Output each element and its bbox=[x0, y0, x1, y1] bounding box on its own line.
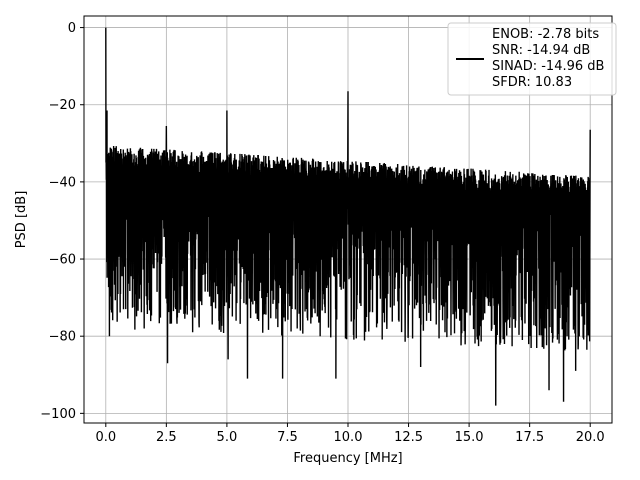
y-axis-title: PSD [dB] bbox=[14, 191, 29, 249]
y-tick-label: −20 bbox=[49, 98, 76, 113]
x-tick-label: 0.0 bbox=[95, 430, 116, 445]
x-tick-label: 12.5 bbox=[394, 430, 423, 445]
y-tick-label: −80 bbox=[49, 330, 76, 345]
psd-trace bbox=[105, 27, 591, 406]
legend-entry-line: SFDR: 10.83 bbox=[492, 75, 572, 90]
legend-entry-line: ENOB: -2.78 bits bbox=[492, 27, 599, 42]
legend-entry-line: SINAD: -14.96 dB bbox=[492, 59, 604, 74]
y-tick-label: −100 bbox=[40, 407, 76, 422]
y-tick-label: −40 bbox=[49, 175, 76, 190]
y-axis-ticks: 0 −20 −40 −60 −80 −100 bbox=[40, 21, 84, 422]
x-tick-label: 2.5 bbox=[156, 430, 177, 445]
x-tick-label: 15.0 bbox=[455, 430, 484, 445]
x-tick-label: 10.0 bbox=[334, 430, 363, 445]
x-tick-label: 7.5 bbox=[277, 430, 298, 445]
x-tick-label: 5.0 bbox=[217, 430, 238, 445]
x-tick-label: 20.0 bbox=[576, 430, 605, 445]
psd-line bbox=[105, 27, 591, 406]
x-axis-ticks: 0.0 2.5 5.0 7.5 10.0 12.5 15.0 17.5 20.0 bbox=[95, 423, 605, 445]
y-tick-label: −60 bbox=[49, 253, 76, 268]
x-tick-label: 17.5 bbox=[515, 430, 544, 445]
legend-box bbox=[447, 22, 617, 96]
legend-entry-line: SNR: -14.94 dB bbox=[492, 43, 590, 58]
y-tick-label: 0 bbox=[68, 21, 76, 36]
x-axis-title: Frequency [MHz] bbox=[293, 451, 402, 466]
